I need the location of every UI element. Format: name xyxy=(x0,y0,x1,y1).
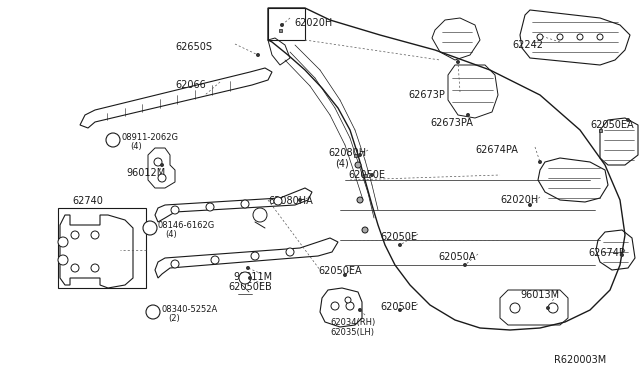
Text: R620003M: R620003M xyxy=(554,355,606,365)
Circle shape xyxy=(171,206,179,214)
Circle shape xyxy=(358,308,362,312)
Circle shape xyxy=(160,163,164,167)
Circle shape xyxy=(345,297,351,303)
Circle shape xyxy=(280,23,284,27)
Text: (4): (4) xyxy=(335,158,349,168)
Text: (4): (4) xyxy=(165,231,177,240)
Circle shape xyxy=(370,173,374,177)
Text: 62674P: 62674P xyxy=(588,248,625,258)
Text: 62034(RH): 62034(RH) xyxy=(330,318,375,327)
Text: 62020H: 62020H xyxy=(294,18,332,28)
Text: 62050EB: 62050EB xyxy=(228,282,272,292)
Text: 62673PA: 62673PA xyxy=(430,118,473,128)
Text: 62674PA: 62674PA xyxy=(475,145,518,155)
Text: 62050E: 62050E xyxy=(380,302,417,312)
Circle shape xyxy=(557,34,563,40)
Text: 62050EA: 62050EA xyxy=(590,120,634,130)
Circle shape xyxy=(106,133,120,147)
Bar xyxy=(353,154,356,157)
Circle shape xyxy=(274,197,282,205)
Circle shape xyxy=(343,273,347,277)
Circle shape xyxy=(58,255,68,265)
Circle shape xyxy=(171,260,179,268)
Text: 08911-2062G: 08911-2062G xyxy=(122,134,179,142)
Text: 62080H: 62080H xyxy=(328,148,366,158)
Circle shape xyxy=(577,34,583,40)
Circle shape xyxy=(251,252,259,260)
Circle shape xyxy=(357,197,363,203)
Text: 62050E: 62050E xyxy=(348,170,385,180)
Circle shape xyxy=(620,253,624,257)
Text: S: S xyxy=(148,225,152,231)
Circle shape xyxy=(456,60,460,64)
Circle shape xyxy=(253,208,267,222)
Circle shape xyxy=(206,203,214,211)
Text: 62050E: 62050E xyxy=(380,232,417,242)
Circle shape xyxy=(256,53,260,57)
Text: 96012M: 96012M xyxy=(126,168,165,178)
Circle shape xyxy=(154,158,162,166)
Text: 08340-5252A: 08340-5252A xyxy=(162,305,218,314)
Circle shape xyxy=(362,227,368,233)
Circle shape xyxy=(537,34,543,40)
Circle shape xyxy=(626,118,630,122)
Bar xyxy=(278,29,282,32)
Circle shape xyxy=(158,174,166,182)
Circle shape xyxy=(248,276,252,280)
Circle shape xyxy=(597,34,603,40)
Text: N: N xyxy=(110,137,116,143)
Circle shape xyxy=(398,243,402,247)
Circle shape xyxy=(510,303,520,313)
Circle shape xyxy=(71,231,79,239)
Circle shape xyxy=(466,113,470,117)
Circle shape xyxy=(548,303,558,313)
Circle shape xyxy=(358,153,362,157)
Circle shape xyxy=(528,203,532,207)
Text: 62242: 62242 xyxy=(512,40,543,50)
Circle shape xyxy=(211,256,219,264)
Text: 96011M: 96011M xyxy=(233,272,272,282)
Text: 62740: 62740 xyxy=(72,196,103,206)
Circle shape xyxy=(298,198,302,202)
Circle shape xyxy=(71,264,79,272)
Text: 08146-6162G: 08146-6162G xyxy=(158,221,215,231)
Circle shape xyxy=(58,237,68,247)
Text: (2): (2) xyxy=(168,314,180,324)
Text: 62035(LH): 62035(LH) xyxy=(330,328,374,337)
Circle shape xyxy=(463,263,467,267)
Circle shape xyxy=(91,264,99,272)
Circle shape xyxy=(91,231,99,239)
Circle shape xyxy=(286,248,294,256)
Text: 62066: 62066 xyxy=(175,80,205,90)
Circle shape xyxy=(346,302,354,310)
Text: 62673P: 62673P xyxy=(408,90,445,100)
Bar xyxy=(58,208,146,288)
Text: 96013M: 96013M xyxy=(520,290,559,300)
Circle shape xyxy=(241,200,249,208)
Text: 62080HA: 62080HA xyxy=(268,196,313,206)
Circle shape xyxy=(146,305,160,319)
Text: 62020H: 62020H xyxy=(500,195,538,205)
Text: S: S xyxy=(151,309,155,315)
Circle shape xyxy=(355,162,361,168)
Circle shape xyxy=(538,160,542,164)
Circle shape xyxy=(143,221,157,235)
Circle shape xyxy=(398,308,402,312)
Text: (4): (4) xyxy=(130,142,141,151)
Text: 62050EA: 62050EA xyxy=(318,266,362,276)
Circle shape xyxy=(246,266,250,270)
Circle shape xyxy=(239,272,251,284)
Circle shape xyxy=(331,302,339,310)
Bar xyxy=(364,173,367,176)
Circle shape xyxy=(546,306,550,310)
Bar xyxy=(598,128,602,131)
Text: 62050A: 62050A xyxy=(438,252,476,262)
Text: 62650S: 62650S xyxy=(175,42,212,52)
